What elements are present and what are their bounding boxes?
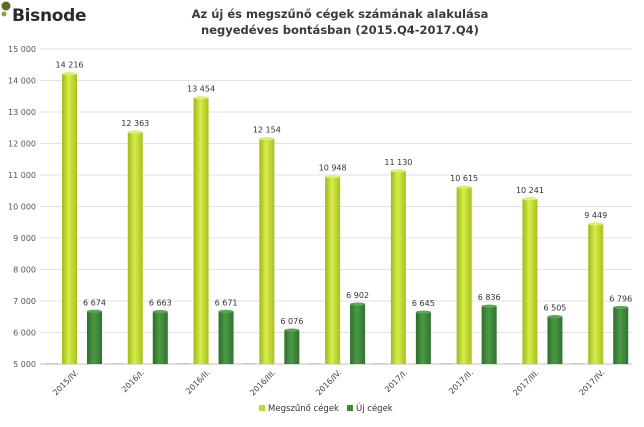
logo-dots-icon: [1, 1, 11, 17]
bar-uj: [350, 304, 366, 364]
bar-uj: [613, 307, 629, 364]
y-axis: 5 000 6 000 7 000 8 000 9 000 10 000 11 000 12 …: [8, 45, 36, 369]
data-label: 14 216: [56, 61, 84, 70]
bar-megszuno: [390, 170, 406, 364]
bar-megszuno-top: [456, 185, 472, 189]
bar-megszuno-top: [390, 169, 406, 173]
y-tick-label: 8 000: [13, 266, 36, 275]
data-label: 11 130: [384, 158, 412, 167]
bar-megszuno-top: [62, 72, 77, 76]
data-label: 6 076: [280, 317, 303, 326]
x-tick-label: 2016/III.: [248, 368, 277, 397]
bisnode-logo: Bisnode: [0, 0, 110, 30]
bar-uj-top: [218, 309, 234, 313]
y-tick-label: 11 000: [8, 171, 36, 180]
data-label: 6 505: [543, 304, 566, 313]
y-tick-label: 10 000: [8, 203, 36, 212]
data-label: 6 663: [149, 299, 172, 308]
bar-megszuno-top: [325, 175, 341, 179]
bar-megszuno: [588, 223, 604, 364]
bar-megszuno-top: [259, 137, 275, 141]
y-tick-label: 7 000: [13, 297, 36, 306]
bar-megszuno-top: [193, 96, 209, 100]
x-tick-label: 2017/I.: [383, 368, 409, 394]
data-label: 6 902: [346, 291, 369, 300]
bar-uj: [152, 311, 168, 364]
bar-uj: [547, 316, 563, 364]
legend: Megszűnő cégek Új cégek: [259, 402, 393, 414]
y-tick-label: 12 000: [8, 140, 36, 149]
logo-text: Bisnode: [12, 6, 87, 26]
data-label: 12 363: [121, 119, 149, 128]
bars: 14 216 6 674 12 363 6 663 13 454 6 671 12 154 6…: [45, 61, 632, 365]
y-tick-label: 5 000: [13, 360, 36, 369]
x-tick-label: 2016/IV.: [314, 368, 343, 397]
chart-title-line-1: Az új és megszűnő cégek számának alakulá…: [191, 7, 489, 21]
bar-uj-top: [152, 310, 168, 314]
data-label: 6 796: [609, 294, 632, 303]
bar-uj-top: [87, 309, 102, 313]
data-label: 10 615: [450, 174, 478, 183]
y-tick-label: 14 000: [8, 77, 36, 86]
bar-megszuno: [522, 198, 538, 364]
data-label: 9 449: [584, 211, 607, 220]
bar-uj-top: [284, 328, 300, 332]
legend-swatch-megszuno: [259, 405, 265, 411]
legend-swatch-uj: [346, 405, 353, 411]
bar-megszuno: [193, 97, 209, 364]
bar-megszuno: [325, 176, 341, 364]
legend-label: Megszűnő cégek: [268, 403, 339, 414]
x-axis: 2015/IV. 2016/I. 2016/II. 2016/III. 2016/IV.…: [51, 368, 607, 397]
data-label: 6 645: [412, 299, 435, 308]
data-label: 10 948: [319, 164, 347, 173]
y-tick-label: 15 000: [8, 45, 36, 54]
bar-megszuno-top: [522, 197, 538, 201]
bar-megszuno: [259, 138, 275, 364]
bar-uj-top: [415, 310, 431, 314]
x-tick-label: 2017/II.: [447, 368, 475, 396]
bar-uj: [481, 306, 497, 364]
data-label: 12 154: [253, 126, 281, 135]
x-tick-label: 2016/I.: [120, 368, 146, 394]
data-label: 13 454: [187, 85, 215, 94]
x-tick-label: 2016/II.: [184, 368, 212, 396]
bar-uj-top: [547, 314, 563, 319]
x-tick-label: 2015/IV.: [51, 368, 80, 397]
data-label: 6 836: [478, 293, 501, 302]
legend-label: Új cégek: [356, 402, 393, 414]
chart-title-line-2: negyedéves bontásban (2015.Q4-2017.Q4): [201, 23, 479, 37]
bar-megszuno: [456, 187, 472, 364]
bar-megszuno-top: [127, 130, 143, 134]
data-label: 6 674: [83, 298, 106, 307]
bar-uj: [284, 330, 300, 364]
bar-megszuno-top: [588, 222, 604, 226]
data-label: 6 671: [215, 298, 238, 307]
bar-uj-top: [481, 304, 497, 308]
bar-uj: [87, 311, 102, 364]
y-tick-label: 6 000: [13, 329, 36, 338]
data-label: 10 241: [516, 186, 544, 195]
bar-uj: [218, 311, 234, 364]
x-tick-label: 2017/III.: [511, 368, 540, 397]
bar-uj-top: [350, 302, 366, 306]
bar-uj-top: [613, 305, 629, 310]
x-tick-label: 2017/IV.: [577, 368, 606, 397]
y-tick-label: 9 000: [13, 234, 36, 243]
y-tick-label: 13 000: [8, 108, 36, 117]
bar-megszuno: [62, 73, 77, 365]
bar-uj: [415, 312, 431, 364]
bar-megszuno: [127, 132, 143, 364]
